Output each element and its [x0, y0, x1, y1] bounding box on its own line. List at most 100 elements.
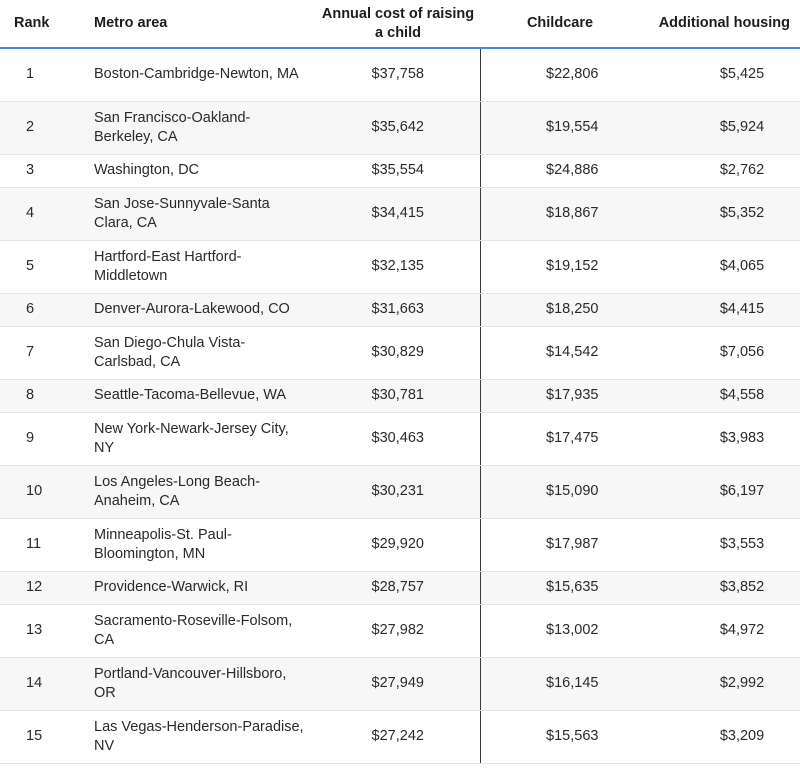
table-header: Rank Metro area Annual cost of raising a…	[0, 0, 800, 49]
table-body: 1 Boston-Cambridge-Newton, MA $37,758 $22,8…	[0, 48, 800, 764]
additional-housing-cell: $4,972	[640, 604, 800, 658]
table-row: 7 San Diego-Chula Vista-Carlsbad, CA $30,8…	[0, 326, 800, 380]
header-annual-cost: Annual cost of raising a child	[316, 0, 480, 49]
metro-area-cell: San Diego-Chula Vista-Carlsbad, CA	[86, 326, 316, 380]
header-rank: Rank	[0, 0, 86, 49]
additional-housing-cell: $4,415	[640, 293, 800, 327]
additional-housing-cell: $5,924	[640, 101, 800, 155]
additional-housing-cell: $3,553	[640, 518, 800, 572]
childcare-cell: $15,635	[480, 571, 640, 605]
childcare-cell: $16,145	[480, 657, 640, 711]
additional-housing-cell: $7,056	[640, 326, 800, 380]
table-row: 1 Boston-Cambridge-Newton, MA $37,758 $22,8…	[0, 48, 800, 102]
childcare-cell: $15,090	[480, 465, 640, 519]
additional-housing-cell: $2,762	[640, 154, 800, 188]
annual-cost-cell: $27,949	[316, 657, 481, 711]
rank-cell: 12	[0, 571, 86, 605]
additional-housing-cell: $2,992	[640, 657, 800, 711]
table-row: 2 San Francisco-Oakland-Berkeley, CA $35,6…	[0, 101, 800, 155]
rank-cell: 14	[0, 657, 86, 711]
additional-housing-cell: $5,352	[640, 187, 800, 241]
table-row: 14 Portland-Vancouver-Hillsboro, OR $27,94…	[0, 657, 800, 711]
rank-cell: 15	[0, 710, 86, 764]
rank-cell: 11	[0, 518, 86, 572]
table-row: 11 Minneapolis-St. Paul-Bloomington, MN $2…	[0, 518, 800, 572]
additional-housing-cell: $3,983	[640, 412, 800, 466]
rank-cell: 6	[0, 293, 86, 327]
metro-area-cell: New York-Newark-Jersey City, NY	[86, 412, 316, 466]
additional-housing-cell: $5,425	[640, 48, 800, 102]
childcare-cell: $15,563	[480, 710, 640, 764]
table-row: 12 Providence-Warwick, RI $28,757 $15,635 $3…	[0, 571, 800, 605]
header-metro-area: Metro area	[86, 0, 316, 49]
metro-area-cell: San Jose-Sunnyvale-Santa Clara, CA	[86, 187, 316, 241]
rank-cell: 8	[0, 379, 86, 413]
annual-cost-cell: $32,135	[316, 240, 481, 294]
childcare-cell: $19,152	[480, 240, 640, 294]
table-row: 5 Hartford-East Hartford-Middletown $32,13…	[0, 240, 800, 294]
additional-housing-cell: $4,065	[640, 240, 800, 294]
metro-area-cell: Los Angeles-Long Beach-Anaheim, CA	[86, 465, 316, 519]
childcare-cell: $17,987	[480, 518, 640, 572]
rank-cell: 3	[0, 154, 86, 188]
table-row: 6 Denver-Aurora-Lakewood, CO $31,663 $18,25…	[0, 293, 800, 327]
metro-area-cell: San Francisco-Oakland-Berkeley, CA	[86, 101, 316, 155]
annual-cost-cell: $27,982	[316, 604, 481, 658]
annual-cost-cell: $30,829	[316, 326, 481, 380]
rank-cell: 10	[0, 465, 86, 519]
annual-cost-cell: $35,554	[316, 154, 481, 188]
childcare-cell: $17,475	[480, 412, 640, 466]
metro-area-cell: Portland-Vancouver-Hillsboro, OR	[86, 657, 316, 711]
annual-cost-cell: $28,757	[316, 571, 481, 605]
additional-housing-cell: $6,197	[640, 465, 800, 519]
childcare-cell: $22,806	[480, 48, 640, 102]
metro-area-cell: Las Vegas-Henderson-Paradise, NV	[86, 710, 316, 764]
rank-cell: 5	[0, 240, 86, 294]
annual-cost-cell: $30,463	[316, 412, 481, 466]
metro-area-cell: Hartford-East Hartford-Middletown	[86, 240, 316, 294]
rank-cell: 7	[0, 326, 86, 380]
table-row: 3 Washington, DC $35,554 $24,886 $2,762	[0, 154, 800, 188]
childcare-cell: $19,554	[480, 101, 640, 155]
annual-cost-cell: $30,781	[316, 379, 481, 413]
annual-cost-cell: $27,242	[316, 710, 481, 764]
childcare-cell: $13,002	[480, 604, 640, 658]
table-row: 13 Sacramento-Roseville-Folsom, CA $27,982…	[0, 604, 800, 658]
childcare-cell: $14,542	[480, 326, 640, 380]
childcare-cell: $17,935	[480, 379, 640, 413]
metro-area-cell: Seattle-Tacoma-Bellevue, WA	[86, 379, 316, 413]
metro-area-cell: Providence-Warwick, RI	[86, 571, 316, 605]
header-row: Rank Metro area Annual cost of raising a…	[0, 0, 800, 49]
rank-cell: 13	[0, 604, 86, 658]
table-row: 8 Seattle-Tacoma-Bellevue, WA $30,781 $17,9…	[0, 379, 800, 413]
rank-cell: 1	[0, 48, 86, 102]
childcare-cell: $24,886	[480, 154, 640, 188]
childcare-cell: $18,250	[480, 293, 640, 327]
metro-area-cell: Washington, DC	[86, 154, 316, 188]
annual-cost-cell: $30,231	[316, 465, 481, 519]
rank-cell: 4	[0, 187, 86, 241]
annual-cost-cell: $35,642	[316, 101, 481, 155]
header-additional-housing: Additional housing	[640, 0, 800, 49]
rank-cell: 2	[0, 101, 86, 155]
additional-housing-cell: $4,558	[640, 379, 800, 413]
table-row: 10 Los Angeles-Long Beach-Anaheim, CA $30,…	[0, 465, 800, 519]
annual-cost-cell: $37,758	[316, 48, 481, 102]
metro-area-cell: Boston-Cambridge-Newton, MA	[86, 48, 316, 102]
additional-housing-cell: $3,209	[640, 710, 800, 764]
childcare-cell: $18,867	[480, 187, 640, 241]
metro-area-cell: Denver-Aurora-Lakewood, CO	[86, 293, 316, 327]
annual-cost-cell: $29,920	[316, 518, 481, 572]
header-childcare: Childcare	[480, 0, 640, 49]
metro-area-cell: Sacramento-Roseville-Folsom, CA	[86, 604, 316, 658]
table-row: 15 Las Vegas-Henderson-Paradise, NV $27,24…	[0, 710, 800, 764]
annual-cost-cell: $31,663	[316, 293, 481, 327]
table-row: 9 New York-Newark-Jersey City, NY $30,463 $…	[0, 412, 800, 466]
metro-area-cell: Minneapolis-St. Paul-Bloomington, MN	[86, 518, 316, 572]
additional-housing-cell: $3,852	[640, 571, 800, 605]
table-row: 4 San Jose-Sunnyvale-Santa Clara, CA $34,4…	[0, 187, 800, 241]
rank-cell: 9	[0, 412, 86, 466]
annual-cost-cell: $34,415	[316, 187, 481, 241]
